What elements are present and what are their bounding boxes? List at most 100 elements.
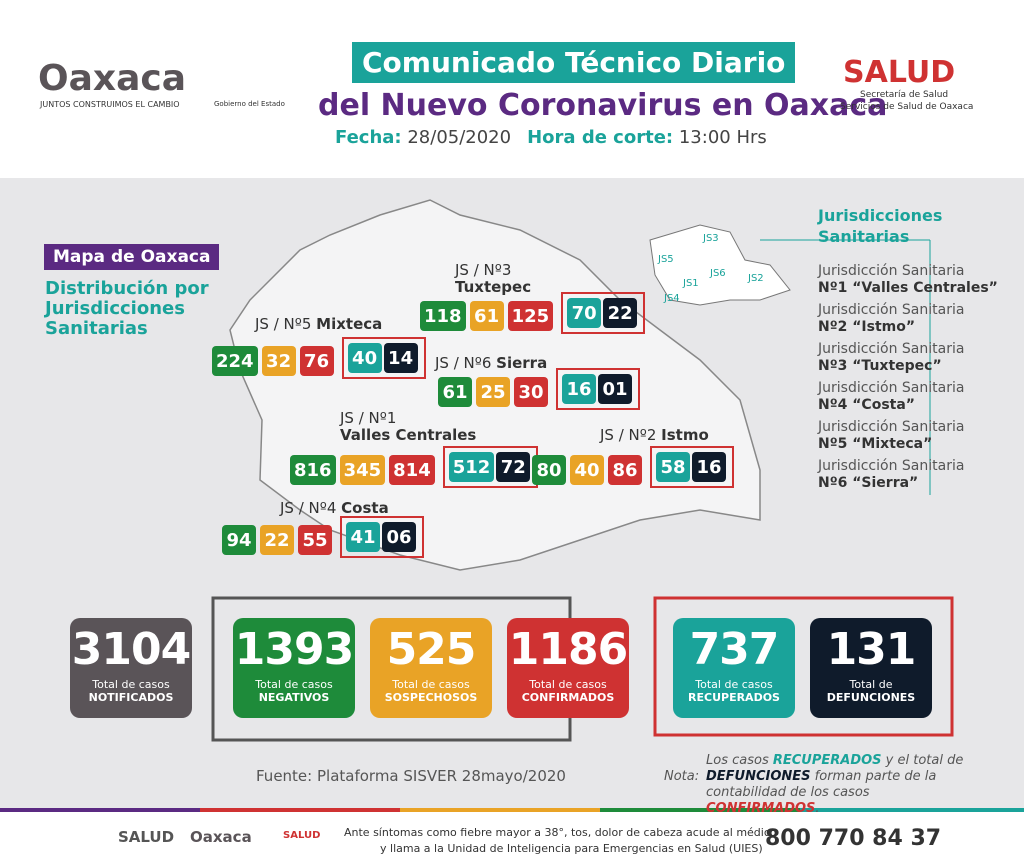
total-card: 1393 Total de casos NEGATIVOS [233,618,355,718]
case-count: 80 [532,455,566,485]
minimap-label: JS3 [703,233,719,244]
case-count: 86 [608,455,642,485]
footer-phone: 800 770 84 37 [765,826,942,851]
note-label: Nota: [664,769,700,784]
jurisdiction-prefix: JS / Nº4 [280,499,337,517]
total-label2: DEFUNCIONES [826,691,916,704]
footer-salud: SALUD [118,828,175,846]
legend-title1: Jurisdicciones [818,206,943,225]
map-label: Mapa de Oaxaca [44,244,220,270]
case-count: 345 [339,455,386,485]
case-count: 22 [260,525,294,555]
map-subtitle: Jurisdicciones [45,298,185,319]
total-card: 3104 Total de casos NOTIFICADOS [70,618,192,718]
case-count: 30 [514,377,548,407]
minimap-label: JS2 [748,273,764,284]
case-count: 512 [448,452,495,482]
footer-line2: y llama a la Unidad de Inteligencia para… [380,842,763,855]
footer-salud2: SALUD [283,830,321,841]
total-label1: Total de casos [529,678,607,691]
case-count: 55 [298,525,332,555]
logo-tagline: JUNTOS CONSTRUIMOS EL CAMBIO [40,100,180,109]
jurisdiction-name: Valles Centrales [340,426,477,444]
jurisdiction-prefix: JS / Nº3 [455,261,512,279]
date-label: Fecha: [335,127,402,148]
jurisdiction-name: Sierra [496,354,548,372]
case-count: 32 [261,346,296,376]
total-label2: NOTIFICADOS [88,691,174,704]
total-label2: CONFIRMADOS [521,691,615,704]
jurisdiction-row: 94 22 55 41 06 [222,516,424,558]
jurisdiction-label: JS / Nº3 Tuxtepec [455,262,531,296]
total-value: 737 [689,624,780,675]
jurisdiction-name: Tuxtepec [455,278,532,296]
total-label1: Total de [849,678,893,691]
legend-item-line: Jurisdicción Sanitaria [818,302,965,318]
total-label1: Total de casos [392,678,470,691]
legend-item-name: Nº4 “Costa” [818,397,915,413]
legend-item: Jurisdicción Sanitaria Nº2 “Istmo” [818,302,964,336]
case-count: 25 [476,377,510,407]
jurisdiction-label: JS / Nº1 Valles Centrales [340,410,476,444]
jurisdiction-prefix: JS / Nº6 [435,354,492,372]
salud: SALUD [843,55,956,90]
total-label2: RECUPERADOS [688,691,780,704]
case-count: 118 [420,301,466,331]
jurisdiction-row: 118 61 125 70 22 [420,292,646,334]
salud-line2: Servicios de Salud de Oaxaca [840,102,974,112]
legend-item-name: Nº3 “Tuxtepec” [818,358,942,374]
legend-item-name: Nº2 “Istmo” [818,319,916,335]
case-count: 94 [222,525,256,555]
legend-item-name: Nº1 “Valles Centrales” [818,280,998,296]
map-subtitle: Distribución por [45,278,209,299]
case-count: 814 [389,455,435,485]
case-count: 58 [656,452,690,482]
legend-item-name: Nº5 “Mixteca” [818,436,933,452]
jurisdiction-name: Istmo [661,426,709,444]
legend-item-line: Jurisdicción Sanitaria [818,380,965,396]
source: Fuente: Plataforma SISVER 28mayo/2020 [256,767,566,785]
title-line1: Comunicado Técnico Diario [352,42,796,83]
minimap-label: JS5 [658,254,674,265]
total-value: 3104 [71,624,191,675]
outline: 41 06 [340,516,424,558]
legend-item-line: Jurisdicción Sanitaria [818,341,965,357]
case-count: 125 [507,301,554,331]
total-label1: Total de casos [255,678,333,691]
note-part: forman parte de la contabilidad de los c… [706,769,937,800]
case-count: 01 [598,374,632,404]
case-count: 72 [496,452,531,482]
total-card: 525 Total de casos SOSPECHOSOS [370,618,492,718]
salud-line1: Secretaría de Salud [860,90,949,100]
case-count: 61 [438,377,472,407]
minimap-label: JS4 [664,293,680,304]
jurisdiction-label: JS / Nº2 Istmo [600,427,709,444]
case-count: 816 [290,455,336,485]
legend-item: Jurisdicción Sanitaria Nº6 “Sierra” [818,458,964,492]
legend-item: Jurisdicción Sanitaria Nº5 “Mixteca” [818,419,964,453]
jurisdiction-row: 61 25 30 16 01 [438,368,640,410]
case-count: 14 [383,343,418,373]
legend-item: Jurisdicción Sanitaria Nº4 “Costa” [818,380,964,414]
case-count: 61 [469,301,504,331]
legend-item: Jurisdicción Sanitaria Nº1 “Valles Centra… [818,263,998,297]
minimap-label: JS1 [683,278,699,289]
case-count: 76 [299,346,334,376]
case-count: 41 [346,522,380,552]
title-line2: del Nuevo Coronavirus en Oaxaca [318,88,888,123]
outline: 40 14 [341,337,426,379]
total-value: 131 [826,624,917,675]
date-line: Fecha: 28/05/2020 Hora de corte: 13:00 Hr… [335,127,767,148]
outline: 16 01 [556,368,640,410]
case-count: 16 [692,452,726,482]
legend-item-line: Jurisdicción Sanitaria [818,458,965,474]
time-label: Hora de corte: [527,127,674,148]
time: 13:00 Hrs [678,127,767,148]
note-part: Los casos [706,753,773,768]
footer-line1: Ante síntomas como fiebre mayor a 38°, t… [344,826,777,839]
jurisdiction-prefix: JS / Nº5 [255,315,312,333]
total-value: 1186 [508,624,628,675]
legend-item-name: Nº6 “Sierra” [818,475,919,491]
total-card: 737 Total de casos RECUPERADOS [673,618,795,718]
total-label2: SOSPECHOSOS [384,691,478,704]
